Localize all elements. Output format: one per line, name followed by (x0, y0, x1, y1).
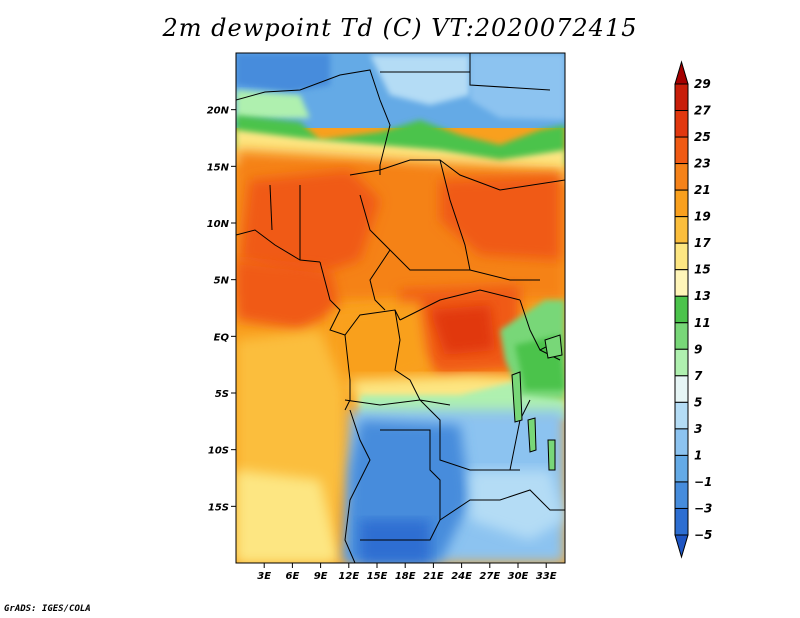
lon-tick-label: 27E (479, 571, 500, 582)
colorbar-level-label: 25 (694, 130, 711, 144)
lakes (511, 334, 563, 471)
lon-tick-label: 12E (338, 571, 359, 582)
colorbar-swatch (674, 136, 689, 165)
dewpoint-field (236, 53, 565, 563)
lat-tick-label: EQ (214, 332, 230, 343)
latitude-axis: 20N 15N 10N 5N EQ 5S 10S 15S (207, 106, 236, 513)
colorbar: 29 27 25 23 21 19 17 15 13 11 9 7 5 3 1 −1 −3 −5 (674, 60, 712, 559)
lat-tick-label: 20N (207, 106, 230, 117)
colorbar-swatch (674, 216, 689, 244)
lat-tick-label: 5S (215, 389, 229, 400)
software-credit: GrADS: IGES/COLA (4, 604, 91, 614)
colorbar-level-label: −1 (694, 475, 712, 489)
map-title: 2m dewpoint Td (C) VT:2020072415 (162, 14, 638, 42)
colorbar-level-label: 19 (694, 210, 711, 224)
colorbar-swatch (674, 163, 689, 191)
lon-tick-label: 24E (451, 571, 472, 582)
colorbar-level-label: 17 (694, 236, 711, 250)
lon-tick-label: 9E (314, 571, 328, 582)
country-borders (236, 53, 565, 563)
colorbar-swatch (674, 322, 689, 350)
colorbar-level-label: 29 (694, 77, 711, 91)
colorbar-level-label: 15 (694, 263, 711, 277)
lat-tick-label: 15S (208, 502, 229, 513)
lat-tick-label: 5N (214, 276, 230, 287)
lon-tick-label: 3E (257, 571, 271, 582)
colorbar-swatch (674, 110, 689, 138)
map-frame (235, 52, 566, 564)
colorbar-swatch (674, 242, 689, 271)
lat-tick-label: 10N (207, 219, 230, 230)
colorbar-level-label: 21 (694, 183, 711, 197)
colorbar-level-label: 1 (694, 448, 702, 462)
colorbar-level-label: 3 (694, 422, 702, 436)
longitude-axis: 3E 6E 9E 12E 15E 18E 21E 24E 27E 30E 33E (257, 563, 557, 582)
colorbar-swatch (674, 348, 689, 377)
lon-tick-label: 15E (367, 571, 388, 582)
colorbar-level-label: −3 (694, 501, 712, 515)
colorbar-swatch (674, 60, 689, 85)
colorbar-level-label: 23 (694, 157, 711, 171)
lon-tick-label: 6E (286, 571, 300, 582)
colorbar-swatch (674, 269, 689, 297)
colorbar-swatch (674, 83, 689, 112)
lon-tick-label: 33E (536, 571, 557, 582)
lat-tick-label: 15N (207, 162, 230, 173)
lon-tick-label: 21E (423, 571, 444, 582)
colorbar-level-label: 13 (694, 289, 711, 303)
colorbar-swatch (674, 401, 689, 430)
colorbar-swatch (674, 481, 689, 509)
lon-tick-label: 30E (508, 571, 529, 582)
colorbar-swatch (674, 375, 689, 403)
colorbar-swatch (674, 295, 689, 324)
colorbar-level-label: 11 (694, 316, 711, 330)
colorbar-level-label: 9 (694, 342, 702, 356)
colorbar-swatch (674, 454, 689, 483)
colorbar-swatch (674, 507, 689, 536)
colorbar-swatch (674, 534, 689, 559)
colorbar-level-label: 5 (694, 395, 702, 409)
colorbar-level-label: 27 (694, 104, 711, 118)
colorbar-swatch (674, 428, 689, 456)
colorbar-level-label: −5 (694, 528, 712, 542)
lon-tick-label: 18E (395, 571, 416, 582)
colorbar-level-label: 7 (694, 369, 703, 383)
colorbar-swatch (674, 189, 689, 218)
lat-tick-label: 10S (208, 446, 229, 457)
